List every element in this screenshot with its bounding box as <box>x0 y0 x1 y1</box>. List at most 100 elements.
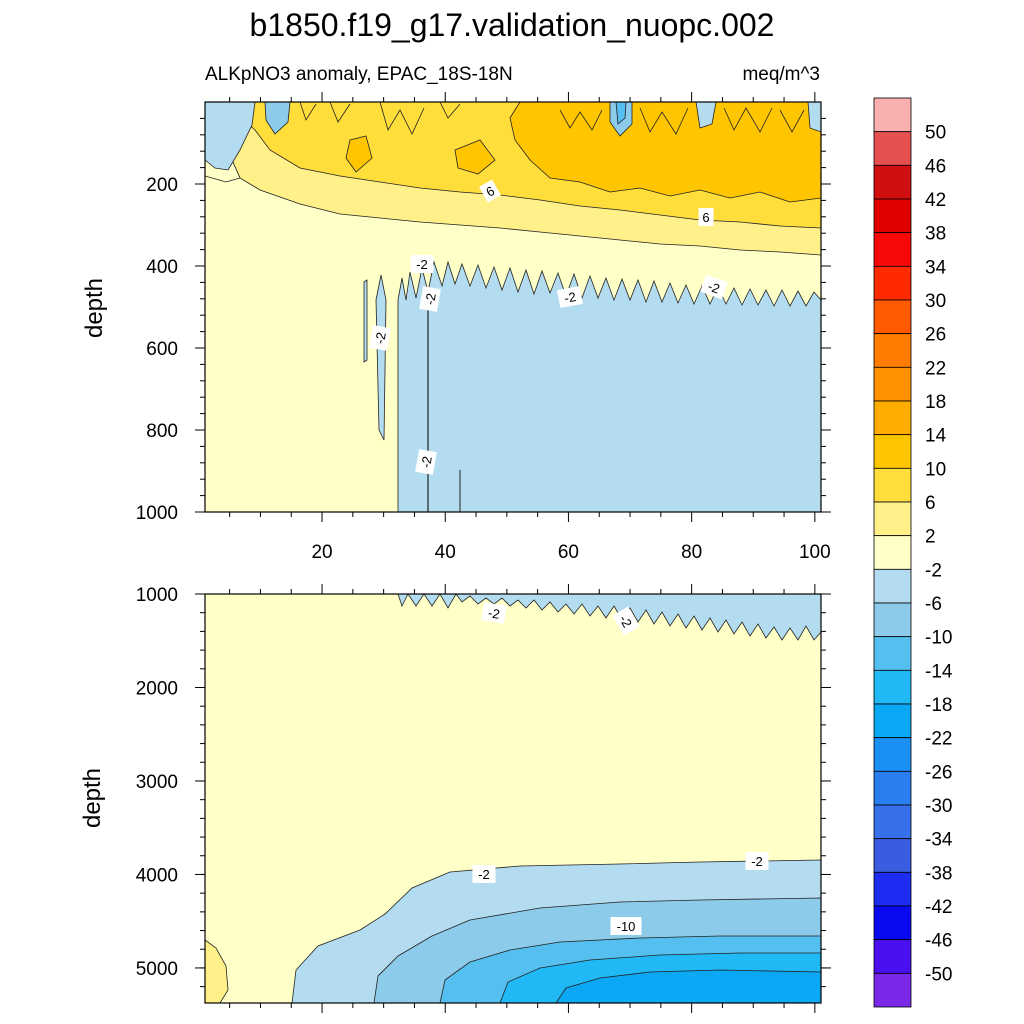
chart-title: b1850.f19_g17.validation_nuopc.002 <box>250 7 775 43</box>
colorbar-swatch <box>873 636 912 671</box>
y-tick-label: 5000 <box>136 959 178 980</box>
tick-marks <box>195 584 831 1013</box>
colorbar-level-label: -50 <box>925 964 952 985</box>
contour-label-text: -2 <box>751 854 763 869</box>
contour-label: 6 <box>698 208 714 226</box>
contour-label: -10 <box>610 917 642 935</box>
band-10-14-patch <box>454 139 496 175</box>
contour-label: -2 <box>612 606 640 636</box>
colorbar-swatch <box>873 770 912 806</box>
contour-label-text: -2 <box>487 605 501 622</box>
colorbar-level-label: 34 <box>925 257 947 278</box>
colorbar-swatch <box>873 568 912 604</box>
y-tick-label: 1000 <box>136 585 178 606</box>
contour-label: -2 <box>419 286 441 312</box>
colorbar-swatch <box>873 972 912 1008</box>
contour-label-text: -2 <box>416 257 428 272</box>
contour-label-box <box>479 179 501 203</box>
plot-frame <box>204 101 822 513</box>
colorbar-swatch <box>873 164 912 200</box>
colorbar-level-label: 14 <box>925 426 947 447</box>
colorbar-level-label: -34 <box>925 830 953 851</box>
colorbar-swatch <box>873 535 912 570</box>
colorbar-swatch <box>873 871 912 907</box>
x-tick-label: 40 <box>435 542 456 563</box>
colorbar-level-label: -18 <box>925 695 952 716</box>
contour-label-box <box>698 208 714 226</box>
colorbar-swatch <box>873 232 912 267</box>
y-tick-label: 600 <box>146 339 178 360</box>
plot-frame <box>204 593 822 1004</box>
colorbar-level-label: -42 <box>925 897 952 918</box>
colorbar-swatch <box>873 265 912 301</box>
contour-label-text: -2 <box>563 289 577 306</box>
contour-label-text: -2 <box>372 331 389 345</box>
surface-negative-west <box>205 102 256 171</box>
colorbar-level-label: 50 <box>925 123 946 144</box>
contour-label-box <box>612 606 640 636</box>
colorbar-swatch <box>873 939 912 974</box>
chart-subtitle-left: ALKpNO3 anomaly, EPAC_18S-18N <box>205 64 513 85</box>
contour-label-box <box>610 917 642 935</box>
contour-label-box <box>472 865 496 883</box>
colorbar-swatch <box>873 97 912 133</box>
bottom-warm-blob <box>205 939 229 1003</box>
x-tick-label: 20 <box>311 542 332 563</box>
lower-panel: -2 -2 -2 -2 -10 1000 2000 3000 4000 5000 depth <box>79 584 831 1013</box>
colorbar-level-label: 2 <box>925 527 936 548</box>
y-tick-label: 1000 <box>136 503 178 524</box>
colorbar-swatch <box>873 669 912 705</box>
contour-labels: 6 6 -2 -2 -2 -2 -2 -2 <box>369 179 728 475</box>
colorbar: 50 46 42 38 34 30 26 22 18 14 10 6 2 -2 -6 -10 -14 -18 -22… <box>873 97 953 1008</box>
surface-negative-patch <box>807 102 821 133</box>
negative-region <box>397 594 821 641</box>
colorbar-swatch <box>873 434 912 469</box>
upper-panel: 6 6 -2 -2 -2 -2 -2 -2 20 40 60 80 100 200 400 600 800 1… <box>81 92 831 563</box>
colorbar-swatch <box>873 467 912 503</box>
x-tick-label: 80 <box>681 542 702 563</box>
colorbar-swatch <box>873 602 912 638</box>
colorbar-swatch <box>873 400 912 436</box>
colorbar-level-label: 30 <box>925 291 946 312</box>
contour-label-text: -2 <box>422 292 439 306</box>
colorbar-level-label: -46 <box>925 931 952 952</box>
contour-label-box <box>700 274 728 300</box>
y-tick-label: 800 <box>146 421 178 442</box>
contour-label-text: -2 <box>478 867 490 882</box>
contour-label-text: -2 <box>706 278 722 296</box>
bottom-band-minus18 <box>555 969 821 1003</box>
contour-label-box <box>481 602 507 624</box>
contour-label-box <box>419 286 441 312</box>
colorbar-swatch <box>873 299 912 335</box>
x-tick-label: 60 <box>558 542 579 563</box>
contour-label-box <box>369 325 391 351</box>
colorbar-swatch <box>873 131 912 166</box>
colorbar-swatch <box>873 838 912 873</box>
y-tick-label: 3000 <box>136 772 178 793</box>
colorbar-swatch <box>873 366 912 402</box>
contour-label: -2 <box>410 255 434 273</box>
surface-negative-patch <box>264 102 291 135</box>
colorbar-swatch <box>873 198 912 234</box>
colorbar-swatch <box>873 737 912 772</box>
colorbar-level-label: 18 <box>925 392 946 413</box>
contour-label: -2 <box>472 865 496 883</box>
colorbar-level-label: -22 <box>925 729 952 750</box>
contour-label: -2 <box>745 852 769 870</box>
colorbar-level-label: -2 <box>925 560 942 581</box>
colorbar-level-label: 46 <box>925 156 946 177</box>
contour-labels: -2 -2 -2 -2 -10 <box>472 602 769 935</box>
colorbar-swatch <box>873 501 912 537</box>
chart-units: meq/m^3 <box>742 64 820 85</box>
colorbar-level-label: -6 <box>925 594 942 615</box>
negative-sliver <box>363 279 368 363</box>
y-tick-label: 400 <box>146 257 178 278</box>
contour-label-box <box>415 449 437 475</box>
colorbar-level-label: 22 <box>925 358 946 379</box>
contour-label: -2 <box>369 325 391 351</box>
surface-negative-patch <box>615 102 627 125</box>
colorbar-swatch <box>873 333 912 368</box>
x-tick-labels: 20 40 60 80 100 <box>311 542 830 563</box>
colorbar-level-label: 42 <box>925 190 946 211</box>
